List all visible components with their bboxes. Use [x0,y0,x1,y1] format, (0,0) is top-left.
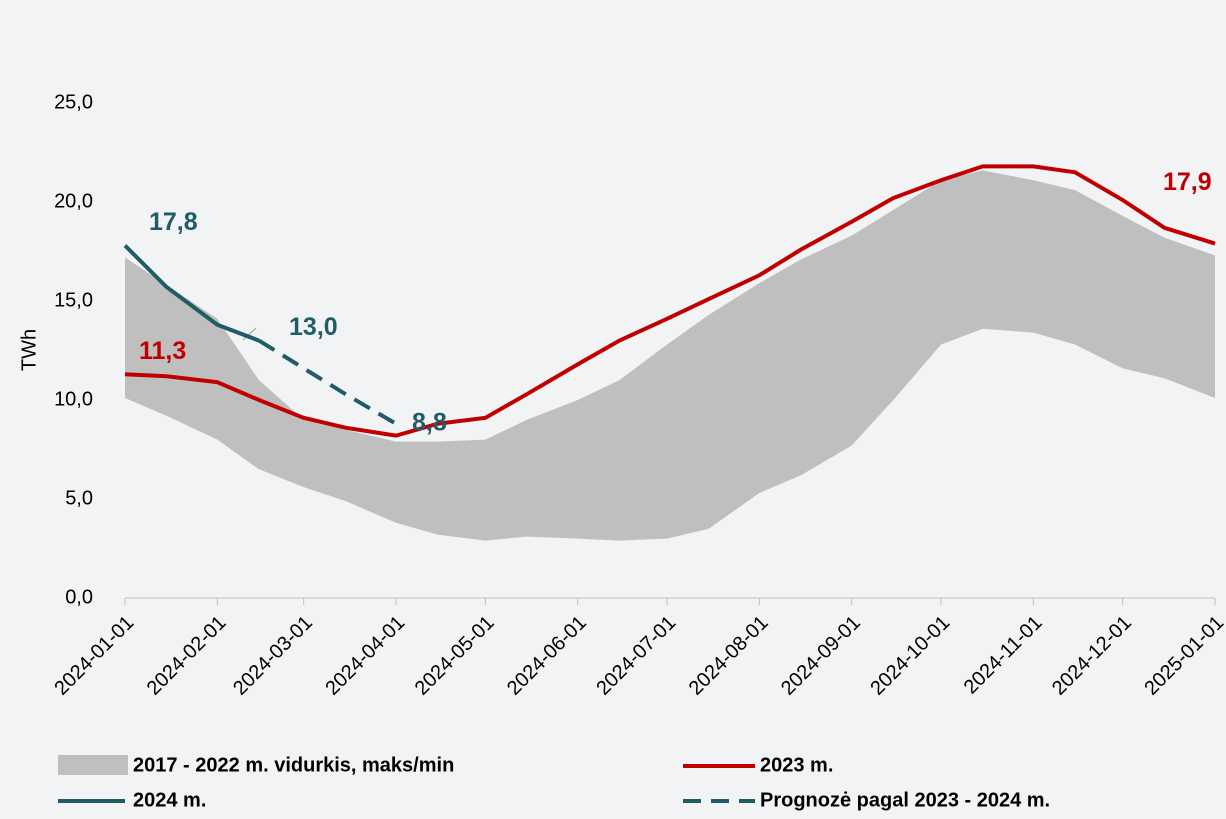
x-tick-label: 2024-11-01 [960,612,1047,699]
y-tick-label: 5,0 [65,487,93,509]
data-label: 8,8 [412,408,447,436]
y-tick-label: 25,0 [54,91,93,113]
x-tick-label: 2024-10-01 [866,612,954,700]
line-series [124,164,1216,438]
leader-line [242,327,257,341]
x-tick-label: 2024-08-01 [685,612,773,700]
x-tick-label: 2024-05-01 [411,612,499,700]
x-tick-label: 2024-04-01 [321,612,409,700]
legend-swatch [58,755,128,775]
data-label: 17,8 [149,208,198,236]
y-axis-label: TWh [18,329,40,371]
x-tick-label: 2024-09-01 [777,612,865,700]
y-tick-label: 0,0 [65,586,93,608]
y-tick-label: 10,0 [54,388,93,410]
x-tick-label: 2024-01-01 [50,612,138,700]
x-tick-label: 2024-03-01 [229,612,317,700]
x-tick-label: 2024-07-01 [592,612,680,700]
data-label: 13,0 [289,313,338,341]
legend-label: Prognozė pagal 2023 - 2024 m. [760,789,1050,811]
range-band [125,170,1215,541]
data-label: 17,9 [1163,168,1212,196]
x-tick-label: 2025-01-01 [1140,612,1226,700]
line-series [123,244,260,343]
x-tick-label: 2024-06-01 [503,612,591,700]
y-tick-label: 15,0 [54,289,93,311]
legend-label: 2017 - 2022 m. vidurkis, maks/min [133,754,454,776]
legend-label: 2024 m. [133,789,206,811]
data-label: 11,3 [139,337,186,365]
legend-label: 2023 m. [760,754,833,776]
y-tick-label: 20,0 [54,190,93,212]
x-tick-label: 2024-12-01 [1048,612,1136,700]
x-tick-label: 2024-02-01 [143,612,231,700]
